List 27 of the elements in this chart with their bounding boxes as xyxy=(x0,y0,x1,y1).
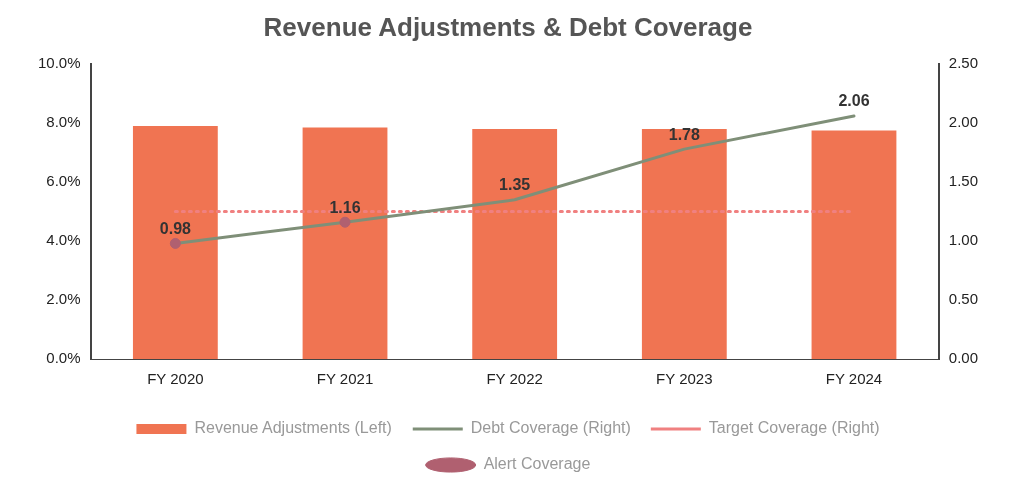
data-label: 1.35 xyxy=(499,176,531,194)
x-tick-label: FY 2020 xyxy=(147,370,204,388)
x-tick-label: FY 2021 xyxy=(316,370,374,388)
legend-label: Target Coverage (Right) xyxy=(708,419,880,437)
x-tick-label: FY 2022 xyxy=(486,370,543,388)
x-tick-label: FY 2024 xyxy=(825,370,883,388)
data-label: 0.98 xyxy=(159,219,192,237)
y-tick-label: 4.0% xyxy=(46,231,81,249)
x-tick-label: FY 2023 xyxy=(656,370,713,388)
y2-tick-label: 0.50 xyxy=(948,290,979,308)
legend-label: Revenue Adjustments (Left) xyxy=(194,419,392,437)
y-tick-label: 2.0% xyxy=(46,290,81,308)
data-label: 1.16 xyxy=(329,198,361,216)
y2-tick-label: 1.00 xyxy=(948,231,979,249)
y-tick-label: 0.0% xyxy=(46,349,81,367)
legend-label: Alert Coverage xyxy=(483,455,591,473)
y2-tick-label: 1.50 xyxy=(948,172,979,190)
legend-label: Debt Coverage (Right) xyxy=(470,419,631,437)
data-label: 1.78 xyxy=(668,125,700,143)
y-tick-label: 10.0% xyxy=(37,54,81,72)
data-label: 2.06 xyxy=(838,92,870,110)
y-tick-label: 6.0% xyxy=(46,172,81,190)
y2-tick-label: 2.00 xyxy=(948,113,979,131)
y2-tick-label: 2.50 xyxy=(948,54,979,72)
chart-title: Revenue Adjustments & Debt Coverage xyxy=(263,11,753,42)
y-tick-label: 8.0% xyxy=(46,113,81,131)
y2-tick-label: 0.00 xyxy=(948,349,979,367)
